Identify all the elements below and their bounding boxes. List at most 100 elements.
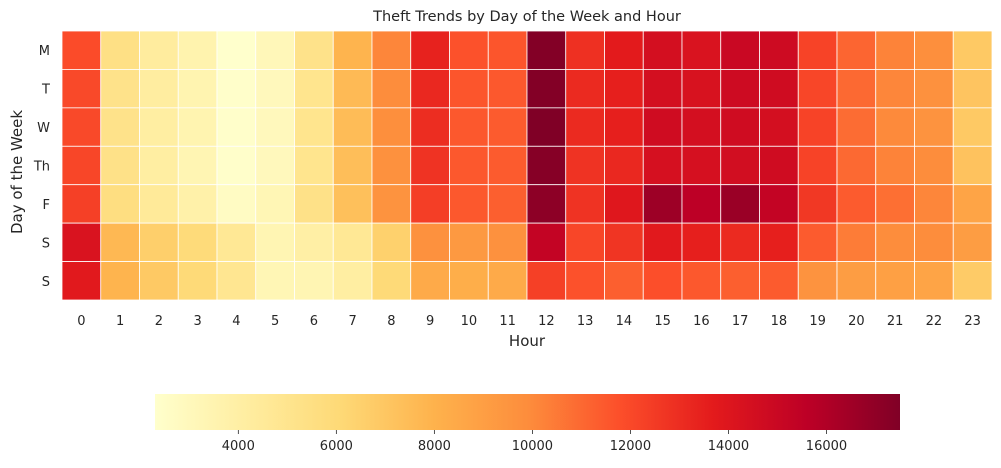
heatmap-cell: [681, 30, 722, 70]
chart-title: Theft Trends by Day of the Week and Hour: [372, 9, 681, 25]
heatmap-cell: [216, 69, 257, 109]
heatmap-cell: [449, 69, 489, 109]
heatmap-cell: [952, 261, 993, 301]
heatmap-cell: [797, 107, 838, 147]
heatmap-cell: [216, 261, 257, 301]
heatmap-cell: [410, 184, 450, 224]
heatmap-cell: [294, 261, 334, 301]
colorbar-tick-label: 4000: [222, 439, 255, 454]
colorbar-tick-label: 12000: [610, 439, 651, 454]
heatmap-cell: [642, 261, 683, 301]
x-tick-label: 0: [77, 314, 85, 329]
heatmap-cell: [836, 107, 877, 147]
heatmap-cell: [100, 184, 140, 224]
heatmap-cell: [216, 145, 257, 186]
heatmap-cell: [100, 261, 140, 301]
heatmap-cell: [681, 145, 722, 186]
heatmap-cell: [836, 145, 877, 186]
heatmap-cell: [410, 222, 450, 262]
heatmap-cell: [139, 222, 179, 262]
heatmap-cell: [681, 261, 722, 301]
colorbar-tick-label: 6000: [320, 439, 353, 454]
heatmap-cell: [526, 261, 567, 301]
heatmap-cell: [410, 69, 450, 109]
heatmap-cell: [332, 222, 373, 262]
x-tick-label: 1: [116, 314, 124, 329]
heatmap-cell: [565, 145, 605, 186]
heatmap-cell: [332, 30, 373, 70]
heatmap-cell: [177, 261, 218, 301]
heatmap-cell: [255, 69, 295, 109]
heatmap-cell: [875, 184, 915, 224]
colorbar-tick-label: 14000: [708, 439, 749, 454]
heatmap-cell: [952, 107, 993, 147]
heatmap-cell: [681, 107, 722, 147]
heatmap-cell: [526, 222, 567, 262]
colorbar-tick-labels: 4000 6000 8000 10000 12000 14000 16000: [222, 430, 847, 454]
heatmap-cell: [61, 184, 102, 224]
heatmap-cell: [487, 222, 528, 262]
heatmap-cell: [294, 69, 334, 109]
heatmap-cell: [100, 222, 140, 262]
colorbar: [155, 394, 900, 430]
heatmap-cell: [759, 222, 799, 262]
heatmap-cell: [914, 69, 954, 109]
heatmap-cell: [759, 30, 799, 70]
heatmap-cell: [255, 222, 295, 262]
heatmap-cell: [604, 69, 644, 109]
x-axis-label: Hour: [509, 332, 546, 350]
heatmap-cell: [526, 107, 567, 147]
heatmap-cell: [487, 184, 528, 224]
x-tick-label: 19: [809, 314, 826, 329]
heatmap-cell: [294, 107, 334, 147]
heatmap-cell: [952, 69, 993, 109]
heatmap-cell: [177, 145, 218, 186]
heatmap-cell: [61, 107, 102, 147]
y-tick-label: F: [43, 198, 50, 213]
heatmap-cell: [759, 145, 799, 186]
y-tick-labels: M T W Th F S S: [33, 44, 50, 290]
x-tick-label: 18: [771, 314, 788, 329]
heatmap-cell: [371, 184, 412, 224]
heatmap-cell: [914, 107, 954, 147]
heatmap-cell: [216, 107, 257, 147]
heatmap-cell: [642, 222, 683, 262]
y-tick-label: S: [42, 236, 50, 251]
x-tick-label: 22: [926, 314, 943, 329]
x-tick-label: 2: [155, 314, 163, 329]
heatmap-cell: [332, 145, 373, 186]
heatmap-cells: [61, 30, 993, 301]
heatmap-cell: [604, 222, 644, 262]
heatmap-cell: [371, 30, 412, 70]
heatmap-cell: [449, 184, 489, 224]
heatmap-cell: [526, 184, 567, 224]
heatmap-cell: [720, 145, 760, 186]
heatmap-cell: [565, 261, 605, 301]
heatmap-cell: [449, 145, 489, 186]
heatmap-cell: [914, 261, 954, 301]
heatmap-cell: [294, 184, 334, 224]
heatmap-cell: [604, 107, 644, 147]
heatmap-cell: [449, 222, 489, 262]
heatmap-cell: [836, 261, 877, 301]
heatmap-cell: [604, 184, 644, 224]
y-tick-label: Th: [33, 160, 50, 175]
x-tick-label: 9: [426, 314, 434, 329]
heatmap-cell: [371, 222, 412, 262]
y-tick-label: W: [37, 121, 50, 136]
x-tick-label: 7: [348, 314, 356, 329]
y-axis-label: Day of the Week: [8, 110, 26, 234]
heatmap-cell: [255, 261, 295, 301]
x-tick-label: 16: [693, 314, 710, 329]
heatmap-cell: [681, 69, 722, 109]
heatmap-cell: [604, 145, 644, 186]
heatmap-cell: [759, 184, 799, 224]
heatmap-cell: [177, 184, 218, 224]
colorbar-tick-label: 16000: [806, 439, 847, 454]
heatmap-cell: [526, 69, 567, 109]
heatmap-cell: [371, 261, 412, 301]
heatmap-cell: [139, 30, 179, 70]
heatmap-cell: [61, 261, 102, 301]
heatmap-cell: [100, 69, 140, 109]
